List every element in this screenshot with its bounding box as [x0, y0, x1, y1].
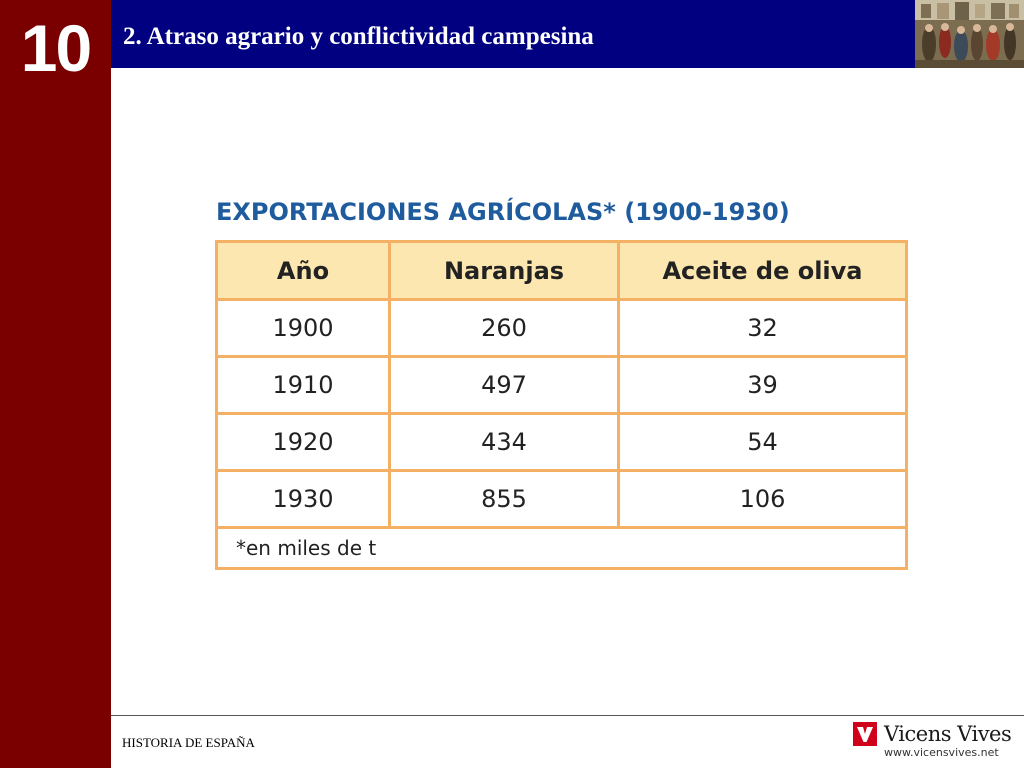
painting-thumbnail: [915, 0, 1024, 68]
cell-year: 1900: [215, 298, 391, 358]
cell-year: 1910: [215, 355, 391, 415]
header-bar: [111, 0, 915, 68]
footer-divider: [111, 715, 1024, 716]
table-row: 1930 855 106: [215, 469, 908, 529]
slide-title: 2. Atraso agrario y conflictividad campe…: [123, 23, 594, 50]
cell-oranges: 855: [388, 469, 620, 529]
chapter-sidebar: [0, 0, 111, 768]
table-note: *en miles de t: [215, 526, 908, 570]
cell-olive-oil: 32: [617, 298, 908, 358]
table-note-row: *en miles de t: [215, 526, 908, 570]
cell-year: 1920: [215, 412, 391, 472]
vicens-vives-logo-icon: [853, 722, 877, 746]
table-row: 1910 497 39: [215, 355, 908, 415]
footer-subject-label: HISTORIA DE ESPAÑA: [122, 735, 255, 750]
cell-year: 1930: [215, 469, 391, 529]
chapter-number: 10: [20, 11, 92, 85]
table-row: 1920 434 54: [215, 412, 908, 472]
column-header-olive-oil: Aceite de oliva: [617, 240, 908, 301]
column-header-oranges: Naranjas: [388, 240, 620, 301]
cell-olive-oil: 39: [617, 355, 908, 415]
brand-name: Vicens Vives: [884, 722, 1012, 746]
cell-oranges: 497: [388, 355, 620, 415]
exports-table: Año Naranjas Aceite de oliva 1900 260 32…: [215, 240, 908, 570]
cell-oranges: 434: [388, 412, 620, 472]
table-title: EXPORTACIONES AGRÍCOLAS* (1900-1930): [216, 198, 790, 226]
table-row: 1900 260 32: [215, 298, 908, 358]
table-header-row: Año Naranjas Aceite de oliva: [215, 240, 908, 301]
brand-url: www.vicensvives.net: [884, 746, 999, 759]
header-painting-image: [915, 0, 1024, 68]
cell-olive-oil: 54: [617, 412, 908, 472]
column-header-year: Año: [215, 240, 391, 301]
cell-oranges: 260: [388, 298, 620, 358]
cell-olive-oil: 106: [617, 469, 908, 529]
